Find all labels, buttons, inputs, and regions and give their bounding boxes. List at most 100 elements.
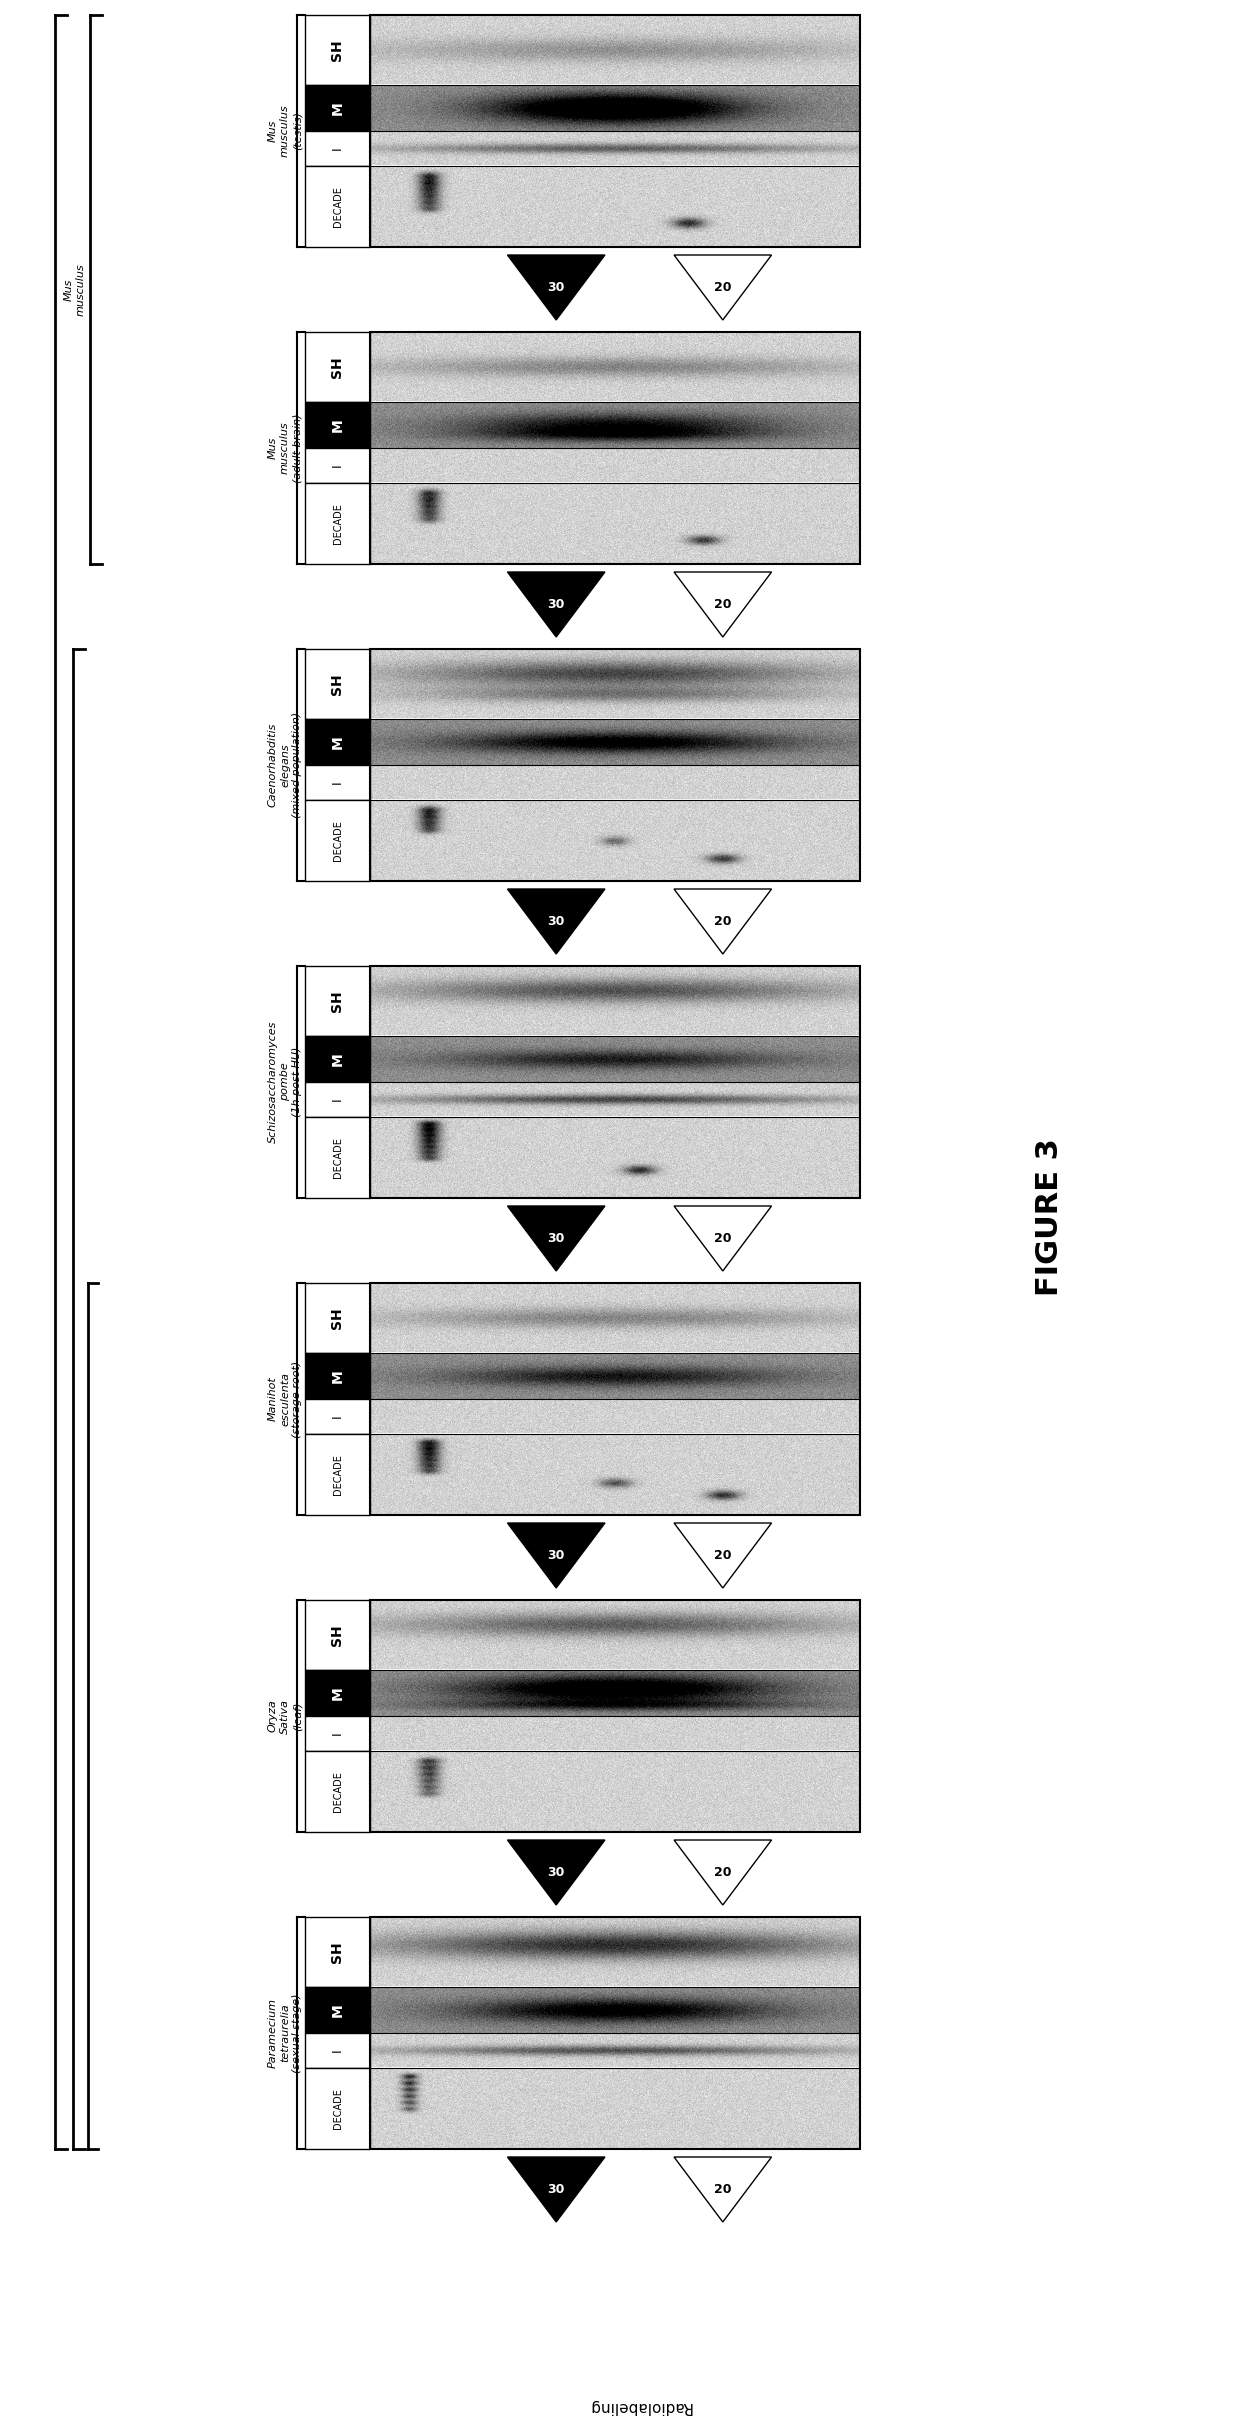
Bar — [305, 166, 370, 246]
Text: 20: 20 — [714, 1548, 732, 1563]
Bar — [305, 1353, 370, 1400]
Text: I: I — [331, 146, 343, 151]
Bar — [370, 1283, 861, 1514]
Bar — [305, 331, 370, 402]
Polygon shape — [507, 1205, 605, 1271]
Bar — [305, 718, 370, 764]
Text: 20: 20 — [714, 2183, 732, 2195]
Text: M: M — [331, 1687, 345, 1699]
Bar — [305, 1083, 370, 1117]
Text: DECADE: DECADE — [332, 2088, 342, 2130]
Bar — [370, 650, 861, 881]
Polygon shape — [507, 1840, 605, 1906]
Text: Oryza
Sativa
(leaf): Oryza Sativa (leaf) — [268, 1699, 303, 1733]
Text: 30: 30 — [548, 1548, 565, 1563]
Text: 30: 30 — [548, 280, 565, 295]
Text: 20: 20 — [714, 915, 732, 927]
Polygon shape — [675, 1205, 771, 1271]
Text: DECADE: DECADE — [332, 185, 342, 226]
Text: 30: 30 — [548, 2183, 565, 2195]
Polygon shape — [675, 2157, 771, 2222]
Bar — [305, 764, 370, 801]
Text: I: I — [331, 781, 343, 784]
Bar — [305, 1986, 370, 2032]
Polygon shape — [675, 572, 771, 638]
Text: M: M — [331, 2003, 345, 2018]
Text: 20: 20 — [714, 1867, 732, 1879]
Text: SH: SH — [331, 1623, 345, 1645]
Bar — [305, 966, 370, 1034]
Polygon shape — [675, 888, 771, 954]
Bar — [305, 1750, 370, 1833]
Text: Paramecium
tetraurelia
(sexual stage): Paramecium tetraurelia (sexual stage) — [268, 1993, 303, 2074]
Text: M: M — [331, 1051, 345, 1066]
Bar — [370, 1918, 861, 2149]
Bar — [305, 1283, 370, 1353]
Text: Radiolabeling: Radiolabeling — [588, 2400, 692, 2415]
Bar — [305, 402, 370, 448]
Bar — [305, 482, 370, 565]
Text: M: M — [331, 419, 345, 431]
Bar — [305, 801, 370, 881]
Bar — [305, 1117, 370, 1198]
Text: SH: SH — [331, 355, 345, 377]
Bar — [305, 1434, 370, 1514]
Text: I: I — [331, 1414, 343, 1419]
Bar — [305, 1599, 370, 1670]
Bar — [305, 1918, 370, 1986]
Bar — [370, 1599, 861, 1833]
Polygon shape — [507, 888, 605, 954]
Text: I: I — [331, 1731, 343, 1735]
Text: Caenorhabditis
elegans
(mixed population): Caenorhabditis elegans (mixed population… — [268, 711, 303, 818]
Text: SH: SH — [331, 1307, 345, 1329]
Bar — [370, 15, 861, 246]
Bar — [370, 331, 861, 565]
Text: DECADE: DECADE — [332, 1453, 342, 1494]
Text: Mus
musculus: Mus musculus — [64, 263, 86, 316]
Bar — [305, 85, 370, 131]
Bar — [305, 1034, 370, 1083]
Bar — [305, 448, 370, 482]
Text: 30: 30 — [548, 1232, 565, 1246]
Text: DECADE: DECADE — [332, 1772, 342, 1811]
Polygon shape — [507, 2157, 605, 2222]
Text: Manihot
esculenta
(storage root): Manihot esculenta (storage root) — [268, 1361, 303, 1438]
Text: 30: 30 — [548, 599, 565, 611]
Text: SH: SH — [331, 1940, 345, 1962]
Bar — [305, 2032, 370, 2069]
Bar — [305, 650, 370, 718]
Polygon shape — [675, 1840, 771, 1906]
Text: DECADE: DECADE — [332, 820, 342, 862]
Bar — [305, 1716, 370, 1750]
Bar — [305, 1670, 370, 1716]
Text: SH: SH — [331, 672, 345, 694]
Text: M: M — [331, 1368, 345, 1383]
Text: DECADE: DECADE — [332, 504, 342, 543]
Text: SH: SH — [331, 39, 345, 61]
Polygon shape — [675, 1524, 771, 1587]
Text: I: I — [331, 2049, 343, 2052]
Text: FIGURE 3: FIGURE 3 — [1035, 1139, 1064, 1295]
Bar — [305, 15, 370, 85]
Bar — [305, 131, 370, 166]
Text: M: M — [331, 735, 345, 750]
Bar — [305, 1400, 370, 1434]
Text: Schizosaccharomyces
pombe
(1h post HU): Schizosaccharomyces pombe (1h post HU) — [268, 1020, 303, 1144]
Text: M: M — [331, 100, 345, 114]
Polygon shape — [507, 1524, 605, 1587]
Text: 20: 20 — [714, 280, 732, 295]
Text: I: I — [331, 462, 343, 467]
Text: I: I — [331, 1098, 343, 1100]
Bar — [305, 2069, 370, 2149]
Text: 30: 30 — [548, 1867, 565, 1879]
Text: 20: 20 — [714, 1232, 732, 1246]
Text: SH: SH — [331, 991, 345, 1013]
Bar — [370, 966, 861, 1198]
Polygon shape — [675, 256, 771, 319]
Text: DECADE: DECADE — [332, 1137, 342, 1178]
Text: 20: 20 — [714, 599, 732, 611]
Text: Mus
musculus
(testis): Mus musculus (testis) — [268, 105, 303, 158]
Polygon shape — [507, 256, 605, 319]
Polygon shape — [507, 572, 605, 638]
Text: 30: 30 — [548, 915, 565, 927]
